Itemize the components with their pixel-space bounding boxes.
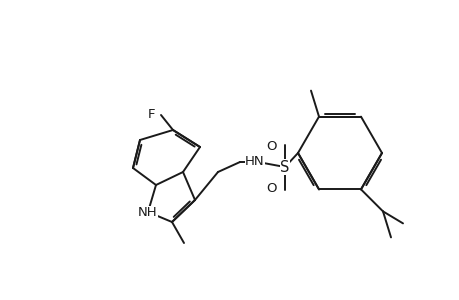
Text: F: F: [148, 107, 156, 121]
Text: NH: NH: [138, 206, 157, 220]
Text: HN: HN: [245, 154, 264, 167]
Text: O: O: [266, 140, 277, 152]
Text: S: S: [280, 160, 289, 175]
Text: O: O: [266, 182, 277, 196]
